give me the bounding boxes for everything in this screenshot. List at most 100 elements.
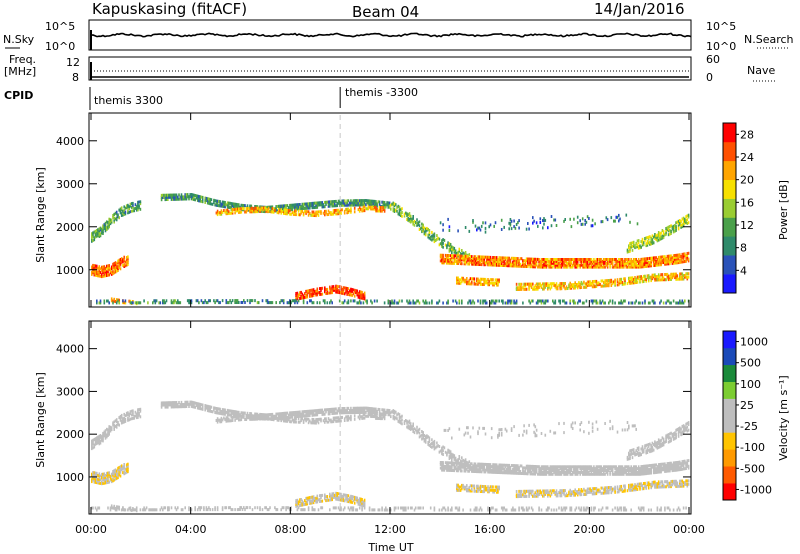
noise-right-tick-top: 10^5 — [706, 20, 736, 33]
colorbar-segment-velocity — [723, 347, 736, 366]
station-title: Kapuskasing (fitACF) — [92, 0, 247, 18]
ytick-label: 4000 — [56, 135, 84, 148]
band-12-velocity — [91, 506, 687, 512]
power-ylabel: Slant Range [km] — [34, 167, 47, 263]
colorbar-segment-power — [723, 198, 736, 218]
colorbar-segment-velocity — [723, 331, 736, 349]
colorbar-frame-velocity — [722, 330, 737, 501]
velocity-heatmap — [91, 323, 690, 513]
power-colorbar-tick-label: 28 — [740, 128, 754, 141]
nave-right-tick-top: 60 — [706, 53, 720, 66]
band-2-velocity — [91, 462, 129, 486]
noise-left-tick-bottom: 10^0 — [45, 40, 75, 53]
date-title: 14/Jan/2016 — [594, 0, 685, 18]
time-tick-label: 00:00 — [75, 523, 107, 536]
velocity-colorbar-tick-label: 500 — [740, 357, 761, 370]
time-tick-label: 12:00 — [374, 523, 406, 536]
band-5-power — [215, 205, 386, 218]
band-11-velocity — [626, 421, 690, 461]
colorbar-segment-velocity — [723, 483, 736, 501]
band-2-power — [91, 255, 129, 279]
power-colorbar-tick-label: 4 — [740, 264, 747, 277]
band-5-velocity — [215, 413, 386, 425]
band-10-power — [515, 272, 690, 291]
axes-layer: 1000 2000 3000 4000 1000 2000 3000 4000 00:00 04:… — [56, 113, 705, 536]
colorbar-segment-power — [723, 274, 736, 294]
band-9-velocity — [456, 483, 500, 494]
freq-left-tick-bottom: 8 — [72, 71, 79, 84]
band-9-power — [456, 276, 500, 287]
velocity-colorbar-tick-label: -25 — [740, 420, 758, 433]
ytick-label: 2000 — [56, 221, 84, 234]
cpid-entry-second: themis -3300 — [345, 86, 418, 99]
colorbar-frame-power — [722, 122, 737, 294]
band-8-velocity — [439, 459, 690, 476]
power-colorbar-label: Power [dB] — [777, 180, 790, 240]
power-colorbar-tick-label: 8 — [740, 242, 747, 255]
freq-panel-frame — [88, 56, 692, 81]
nave-right-tick-bottom: 0 — [706, 71, 713, 84]
freq-left-tick-top: 12 — [66, 56, 80, 69]
band-6-power — [390, 201, 471, 264]
noise-left-tick-top: 10^5 — [45, 20, 75, 33]
velocity-colorbar-tick-label: -1000 — [740, 483, 772, 496]
colorbar-segment-velocity — [723, 381, 736, 399]
velocity-colorbar-label: Velocity [m s⁻¹] — [777, 375, 790, 460]
time-tick-label: 04:00 — [175, 523, 207, 536]
colorbar-segment-velocity — [723, 466, 736, 484]
band-1-power — [91, 200, 142, 243]
ytick-label: 1000 — [56, 264, 84, 277]
band-11-power — [626, 213, 690, 254]
colorbar-segment-velocity — [723, 432, 736, 450]
band-7-velocity — [295, 491, 366, 508]
colorbars: 4 8 12 16 20 24 28 1000 500 100 25 -25 -100 -500 -1000 — [722, 122, 772, 501]
nsearch-label: N.Search — [744, 33, 794, 46]
freq-label-line2: [MHz] — [4, 65, 36, 78]
colorbar-segment-power — [723, 217, 736, 237]
band-10-velocity — [515, 479, 690, 499]
band-13-power — [96, 299, 690, 305]
velocity-colorbar-tick-label: 100 — [740, 378, 761, 391]
band-8-power — [439, 251, 690, 269]
nave-label: Nave — [747, 64, 775, 77]
ytick-label: 3000 — [56, 385, 84, 398]
time-tick-label: 08:00 — [274, 523, 306, 536]
velocity-colorbar-tick-label: -500 — [740, 462, 765, 475]
time-tick-label: 16:00 — [474, 523, 506, 536]
colorbar-segment-velocity — [723, 398, 736, 416]
velocity-ylabel: Slant Range [km] — [34, 372, 47, 468]
time-tick-label: 20:00 — [573, 523, 605, 536]
velocity-colorbar-tick-label: -100 — [740, 441, 765, 454]
band-12-power — [439, 213, 639, 234]
band-6-velocity — [390, 409, 471, 471]
power-colorbar-tick-label: 12 — [740, 219, 754, 232]
colorbar-segment-velocity — [723, 415, 736, 433]
colorbar-segment-power — [723, 141, 736, 162]
time-xlabel: Time UT — [367, 541, 413, 554]
colorbar-segment-power — [723, 123, 736, 143]
ytick-label: 2000 — [56, 428, 84, 441]
colorbar-segment-power — [723, 255, 736, 275]
nsky-label: N.Sky — [3, 33, 35, 46]
ytick-label: 1000 — [56, 471, 84, 484]
freq-label-line1: Freq. — [9, 53, 36, 66]
ytick-label: 4000 — [56, 343, 84, 356]
power-colorbar-tick-label: 16 — [740, 196, 754, 209]
colorbar-segment-power — [723, 179, 736, 199]
colorbar-segment-velocity — [723, 449, 736, 467]
power-colorbar-tick-label: 24 — [740, 151, 754, 164]
colorbar-segment-velocity — [723, 364, 736, 382]
noise-panel-frame — [88, 19, 692, 51]
power-colorbar-tick-label: 20 — [740, 174, 754, 187]
colorbar-segment-power — [723, 236, 736, 256]
noise-right-tick-bottom: 10^0 — [706, 40, 736, 53]
time-tick-label: 00:00 — [673, 523, 705, 536]
nsky-noise-series — [90, 32, 692, 38]
velocity-colorbar-tick-label: 25 — [740, 399, 754, 412]
velocity-colorbar-tick-label: 1000 — [740, 336, 768, 349]
cpid-entry-first: themis 3300 — [94, 94, 163, 107]
power-heatmap — [91, 115, 690, 306]
band-13-velocity — [443, 419, 637, 440]
band-1-velocity — [91, 407, 142, 451]
